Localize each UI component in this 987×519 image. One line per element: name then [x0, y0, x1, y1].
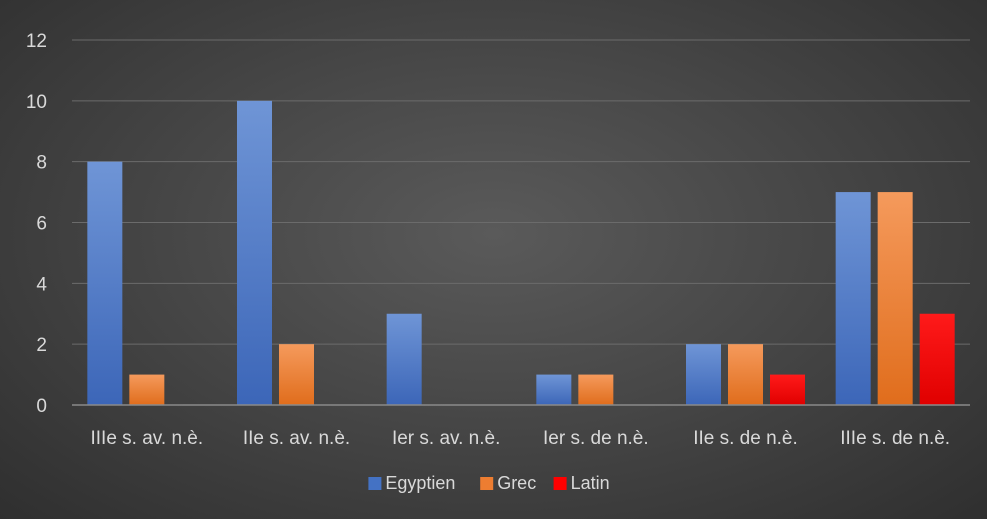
- y-axis-ticks: 0 2 4 6 8 10 12: [26, 31, 48, 417]
- y-tick-label: 4: [36, 274, 47, 295]
- legend-label-grec: Grec: [497, 473, 536, 493]
- y-tick-label: 10: [26, 92, 47, 113]
- bar-grec-4: [728, 344, 763, 405]
- bar-latin-5: [919, 313, 955, 405]
- y-tick-label: 2: [36, 335, 47, 356]
- x-tick-label: IIe s. av. n.è.: [243, 428, 350, 449]
- x-tick-label: Ier s. de n.è.: [543, 428, 649, 449]
- bar-latin-4: [770, 374, 805, 405]
- bar-egyptien-1: [237, 100, 272, 405]
- legend-label-latin: Latin: [571, 473, 610, 493]
- x-axis-ticks: IIIe s. av. n.è. IIe s. av. n.è. Ier s. av…: [91, 428, 951, 449]
- bar-egyptien-3: [536, 374, 572, 405]
- x-tick-label: IIe s. de n.è.: [693, 428, 798, 449]
- gridlines: [72, 39, 970, 345]
- x-tick-label: Ier s. av. n.è.: [392, 428, 500, 449]
- x-tick-label: IIIe s. de n.è.: [840, 428, 950, 449]
- bar-egyptien-2: [386, 313, 422, 405]
- bar-grec-0: [129, 374, 165, 405]
- x-tick-label: IIIe s. av. n.è.: [91, 428, 204, 449]
- y-tick-label: 8: [36, 153, 47, 174]
- bar-egyptien-5: [835, 192, 871, 405]
- bar-egyptien-0: [87, 161, 123, 405]
- bar-grec-1: [279, 344, 314, 405]
- legend-label-egyptien: Egyptien: [385, 473, 455, 493]
- y-tick-label: 0: [36, 396, 47, 417]
- legend-swatch-egyptien: [368, 477, 382, 490]
- bar-egyptien-4: [686, 344, 721, 405]
- bars: [87, 100, 955, 405]
- legend-swatch-latin: [553, 477, 567, 490]
- legend: Egyptien Grec Latin: [368, 473, 610, 493]
- bar-grec-5: [877, 192, 913, 405]
- y-tick-label: 6: [36, 214, 47, 235]
- y-tick-label: 12: [26, 31, 47, 52]
- legend-swatch-grec: [480, 477, 494, 490]
- bar-grec-3: [578, 374, 614, 405]
